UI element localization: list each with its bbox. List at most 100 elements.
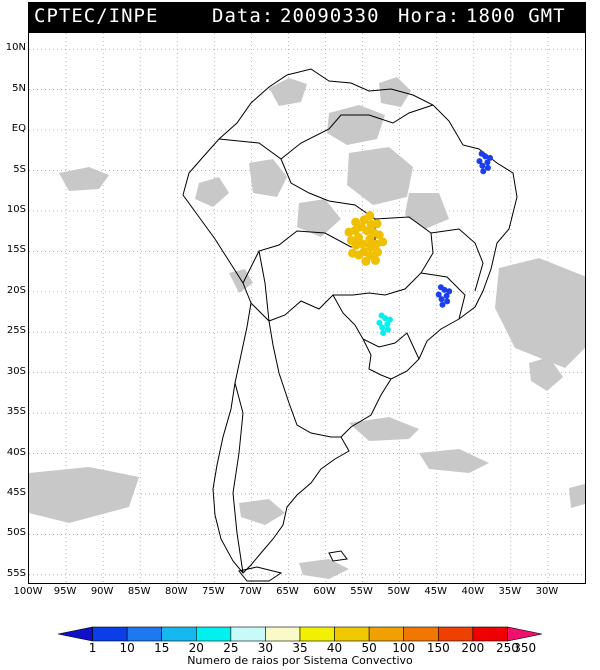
lightning-cell <box>439 301 446 308</box>
lightning-cell <box>443 292 450 299</box>
legend-swatch <box>334 626 370 642</box>
lat-label: 25S <box>6 325 26 337</box>
cloud-patch <box>529 357 563 391</box>
lightning-cell <box>376 319 383 326</box>
lon-label: 85W <box>127 586 151 597</box>
lon-label: 70W <box>239 586 262 597</box>
lightning-map <box>28 32 586 584</box>
legend-value: 15 <box>154 641 170 655</box>
legend-title: Numero de raios por Sistema Convectivo <box>187 654 413 667</box>
country-border <box>362 338 392 380</box>
lightning-clusters <box>344 150 494 337</box>
lat-label: 10S <box>6 203 26 215</box>
time-value: 1800 GMT <box>466 5 566 27</box>
cloud-patch <box>569 484 585 508</box>
lightning-cell <box>344 227 354 237</box>
lightning-cluster <box>435 284 453 308</box>
legend-swatch <box>368 626 405 642</box>
coastline <box>238 566 283 582</box>
lat-label: 15S <box>6 244 26 256</box>
color-legend-bar <box>58 626 542 642</box>
cloud-patch <box>349 417 419 441</box>
cloud-patch <box>419 449 489 473</box>
cloud-patch <box>29 467 139 523</box>
lat-label: 45S <box>6 487 26 499</box>
lon-label: 65W <box>276 586 299 597</box>
lon-label: 50W <box>387 586 410 597</box>
lon-label: 60W <box>313 586 336 597</box>
lightning-cell <box>480 168 487 175</box>
lightning-cell <box>354 232 364 242</box>
country-border <box>420 272 466 320</box>
lat-label: 10N <box>5 42 26 54</box>
legend-swatch <box>161 626 197 642</box>
lightning-cell <box>351 217 361 227</box>
lat-label: 20S <box>6 284 26 296</box>
lon-label: 30W <box>535 586 559 597</box>
lightning-cell <box>365 211 375 221</box>
lat-label: 55S <box>6 567 26 579</box>
lat-label: 30S <box>6 365 26 377</box>
cloud-patch <box>297 199 341 237</box>
date-label: Data: <box>212 5 275 27</box>
legend-value: 40 <box>326 641 343 655</box>
lon-label: 45W <box>424 586 448 597</box>
lightning-cell <box>361 256 371 266</box>
lightning-cell <box>484 159 491 166</box>
country-border <box>268 320 341 438</box>
legend-swatch <box>230 626 266 642</box>
lon-label: 95W <box>53 586 77 597</box>
legend-value: 35 <box>292 641 308 655</box>
south-america-outline <box>182 68 518 582</box>
legend-swatch <box>507 626 542 642</box>
lightning-cell <box>484 164 491 171</box>
lightning-cell <box>476 158 483 165</box>
cloud-patch <box>239 499 285 525</box>
lat-label: 5N <box>12 82 26 94</box>
country-border <box>430 228 484 292</box>
cloud-patch <box>269 78 307 106</box>
lightning-cell <box>380 330 387 337</box>
lon-label: 100W <box>13 586 43 597</box>
lightning-cell <box>346 235 356 245</box>
legend-value: 10 <box>119 641 135 655</box>
lat-label: 50S <box>6 527 26 539</box>
legend-swatch <box>58 626 93 642</box>
lightning-cell <box>348 248 358 258</box>
lightning-cell <box>374 230 384 240</box>
lightning-cell <box>386 316 393 323</box>
legend-value: 30 <box>257 641 274 655</box>
legend-value: 100 <box>392 641 416 655</box>
legend-swatch <box>472 626 508 642</box>
lightning-cell <box>372 219 382 229</box>
cloud-patch <box>405 193 449 229</box>
source-label: CPTEC/INPE <box>34 5 159 27</box>
lon-label: 35W <box>498 586 522 597</box>
country-border <box>258 250 270 322</box>
lightning-cell <box>384 321 391 328</box>
legend-swatch <box>265 626 301 642</box>
cloud-patch <box>195 177 229 207</box>
lightning-cluster <box>344 211 388 266</box>
legend-swatch <box>126 626 163 642</box>
lightning-cell <box>444 298 451 305</box>
coastline <box>328 550 348 562</box>
country-border <box>250 216 434 322</box>
cloud-patch <box>495 258 585 368</box>
date-value: 20090330 <box>280 5 380 27</box>
lightning-cell <box>435 291 442 298</box>
lightning-cell <box>479 162 486 169</box>
time-label: Hora: <box>398 5 461 27</box>
lat-label: EQ <box>11 123 26 135</box>
legend-value: 25 <box>223 641 239 655</box>
lon-label: 90W <box>90 586 114 597</box>
cloud-patch <box>59 167 109 191</box>
lightning-cell <box>438 296 445 303</box>
lightning-cell <box>478 150 485 157</box>
lightning-cell <box>378 237 388 247</box>
lightning-cell <box>373 247 383 257</box>
cloud-patch <box>249 159 287 197</box>
legend-swatch <box>437 626 474 642</box>
legend-value: 250 <box>495 641 519 655</box>
lon-label: 80W <box>164 586 188 597</box>
